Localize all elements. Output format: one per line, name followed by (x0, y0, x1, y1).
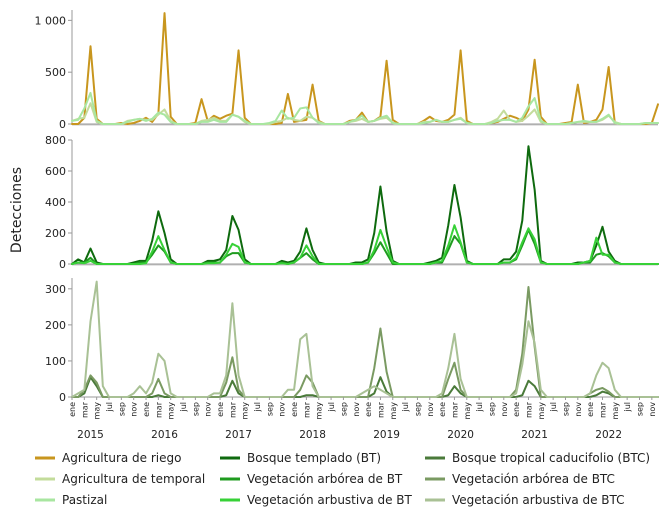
legend-item: Agricultura de temporal (35, 472, 205, 486)
x-tick-label: may (93, 402, 102, 420)
y-tick-label: 500 (45, 66, 66, 79)
x-tick-label: ene (142, 402, 151, 417)
y-tick-label: 0 (59, 258, 66, 271)
x-tick-label: nov (426, 402, 435, 417)
x-tick-label: ene (290, 402, 299, 417)
x-tick-label: ene (68, 402, 77, 417)
legend-label: Vegetación arbórea de BTC (452, 472, 615, 486)
x-tick-label: nov (500, 402, 509, 417)
panel-middle: 0 200 400 600 800 (45, 134, 659, 271)
panel-top: 0 500 1 000 (35, 10, 659, 131)
x-tick-label: sep (487, 402, 496, 416)
y-tick-label: 800 (45, 134, 66, 147)
series-line-pastizal (71, 91, 659, 125)
year-label: 2021 (521, 429, 548, 441)
panel-bottom: 0 100 200 300 (45, 278, 659, 404)
series-line-vegetaci-n-arbustiva-de-btc (71, 280, 659, 398)
x-tick-label: ene (512, 402, 521, 417)
x-tick-label: sep (413, 402, 422, 416)
x-tick-label: may (167, 402, 176, 420)
year-label: 2016 (151, 429, 178, 441)
x-tick-label: may (463, 402, 472, 420)
x-tick-label: mar (376, 401, 385, 418)
legend-label: Vegetación arbustiva de BT (247, 493, 413, 507)
x-tick-label: sep (117, 402, 126, 416)
series-line-vegetaci-n-arb-rea-de-btc (71, 286, 659, 398)
x-tick-label: sep (339, 402, 348, 416)
series-line-vegetaci-n-arbustiva-de-bt (71, 224, 659, 265)
y-tick-label: 0 (59, 118, 66, 131)
y-tick-label: 300 (45, 283, 66, 296)
x-tick-label: nov (574, 402, 583, 417)
year-label: 2015 (77, 429, 104, 441)
y-tick-label: 1 000 (35, 14, 67, 27)
x-tick-label: may (315, 402, 324, 420)
x-tick-label: mar (228, 401, 237, 418)
x-tick-label: may (611, 402, 620, 420)
y-tick-label: 200 (45, 227, 66, 240)
x-tick-label: jul (549, 402, 558, 413)
x-tick-label: sep (561, 402, 570, 416)
legend-item: Vegetación arbórea de BTC (425, 472, 615, 486)
x-tick-label: mar (302, 401, 311, 418)
x-tick-label: mar (450, 401, 459, 418)
x-tick-label: sep (635, 402, 644, 416)
x-tick-label: mar (154, 401, 163, 418)
x-tick-label: jul (105, 402, 114, 413)
x-tick-label: may (241, 402, 250, 420)
legend-label: Pastizal (62, 493, 107, 507)
legend-label: Bosque templado (BT) (247, 451, 381, 465)
legend-item: Bosque tropical caducifolio (BTC) (425, 451, 650, 465)
x-tick-label: ene (216, 402, 225, 417)
x-tick-label: jul (327, 402, 336, 413)
x-tick-label: mar (524, 401, 533, 418)
legend-label: Vegetación arbustiva de BTC (452, 493, 625, 507)
series-line-vegetaci-n-arb-rea-de-bt (71, 228, 659, 265)
x-tick-label: nov (648, 402, 657, 417)
x-tick-label: sep (265, 402, 274, 416)
series-line-agricultura-de-riego (71, 12, 659, 125)
x-tick-label: ene (438, 402, 447, 417)
x-tick-label: nov (278, 402, 287, 417)
legend-item: Vegetación arbustiva de BT (220, 493, 413, 507)
year-label: 2018 (299, 429, 326, 441)
y-tick-label: 200 (45, 319, 66, 332)
x-tick-label: ene (586, 402, 595, 417)
y-tick-label: 600 (45, 165, 66, 178)
year-label: 2020 (447, 429, 474, 441)
x-tick-label: sep (191, 402, 200, 416)
x-tick-label: nov (204, 402, 213, 417)
y-tick-label: 100 (45, 355, 66, 368)
legend-item: Agricultura de riego (35, 451, 181, 465)
y-tick-label: 0 (59, 391, 66, 404)
legend-label: Agricultura de temporal (62, 472, 205, 486)
x-tick-label: jul (253, 402, 262, 413)
x-tick-label: mar (80, 401, 89, 418)
x-tick-label: ene (364, 402, 373, 417)
x-tick-label: nov (352, 402, 361, 417)
y-axis-label: Detecciones (9, 167, 25, 253)
x-tick-label: may (389, 402, 398, 420)
year-label: 2019 (373, 429, 400, 441)
legend-label: Agricultura de riego (62, 451, 181, 465)
legend-label: Vegetación arbórea de BT (247, 472, 403, 486)
x-tick-label: mar (598, 401, 607, 418)
legend-item: Bosque templado (BT) (220, 451, 381, 465)
y-tick-label: 400 (45, 196, 66, 209)
x-tick-label: jul (401, 402, 410, 413)
x-tick-label: may (537, 402, 546, 420)
year-label: 2017 (225, 429, 252, 441)
legend-item: Pastizal (35, 493, 107, 507)
year-label: 2022 (595, 429, 622, 441)
x-tick-label: jul (179, 402, 188, 413)
legend-item: Vegetación arbustiva de BTC (425, 493, 625, 507)
legend-item: Vegetación arbórea de BT (220, 472, 403, 486)
x-tick-label: jul (623, 402, 632, 413)
legend-label: Bosque tropical caducifolio (BTC) (452, 451, 650, 465)
x-tick-label: jul (475, 402, 484, 413)
x-tick-label: nov (130, 402, 139, 417)
